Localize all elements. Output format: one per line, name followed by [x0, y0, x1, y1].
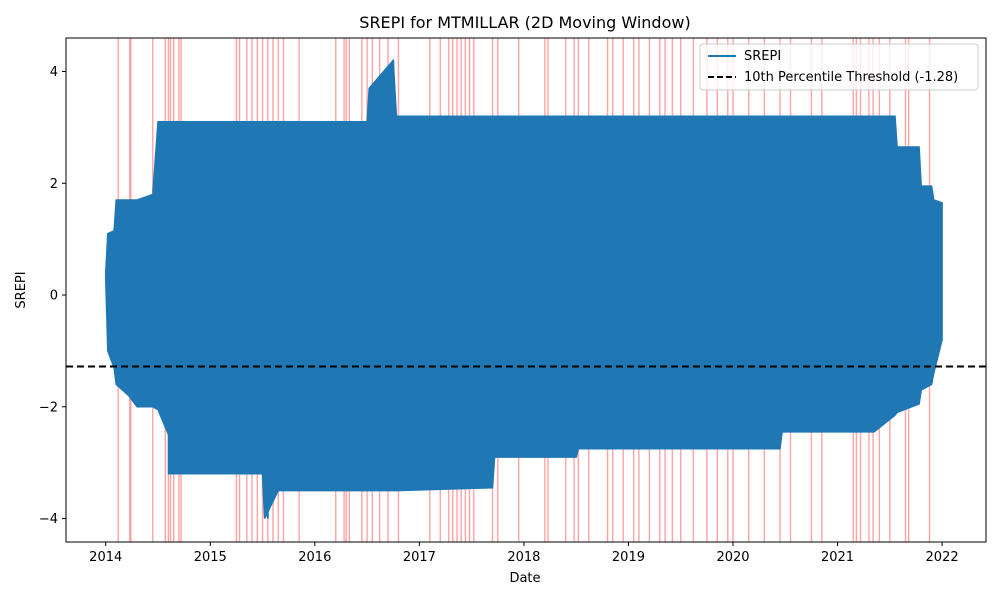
- y-axis-title: SREPI: [14, 271, 29, 308]
- x-axis: 2014 2015 2016 2017 2018 2019 2020 2021 2022: [89, 542, 959, 565]
- chart-title: SREPI for MTMILLAR (2D Moving Window): [359, 13, 690, 32]
- legend-box: [699, 43, 979, 91]
- x-tick-label: 2015: [194, 550, 227, 565]
- y-tick-label: 4: [50, 65, 58, 80]
- x-tick-label: 2020: [716, 550, 749, 565]
- x-tick-label: 2021: [821, 550, 854, 565]
- x-tick-label: 2019: [612, 550, 645, 565]
- y-tick-label: −4: [39, 512, 58, 527]
- srepi-band: [104, 58, 943, 519]
- x-tick-label: 2017: [403, 550, 436, 565]
- x-tick-label: 2014: [89, 550, 122, 565]
- y-axis: −4 −2 0 2 4: [39, 65, 66, 527]
- x-tick-label: 2022: [926, 550, 959, 565]
- legend-label-srepi: SREPI: [744, 49, 781, 64]
- x-axis-title: Date: [509, 571, 540, 586]
- y-tick-label: −2: [39, 400, 58, 415]
- y-tick-label: 0: [50, 289, 58, 304]
- y-tick-label: 2: [50, 177, 58, 192]
- plot-frame: [65, 37, 987, 543]
- x-tick-label: 2016: [298, 550, 331, 565]
- legend: SREPI 10th Percentile Threshold (-1.28): [699, 43, 979, 91]
- x-tick-label: 2018: [507, 550, 540, 565]
- srepi-series: [104, 58, 943, 519]
- legend-label-threshold: 10th Percentile Threshold (-1.28): [744, 70, 958, 85]
